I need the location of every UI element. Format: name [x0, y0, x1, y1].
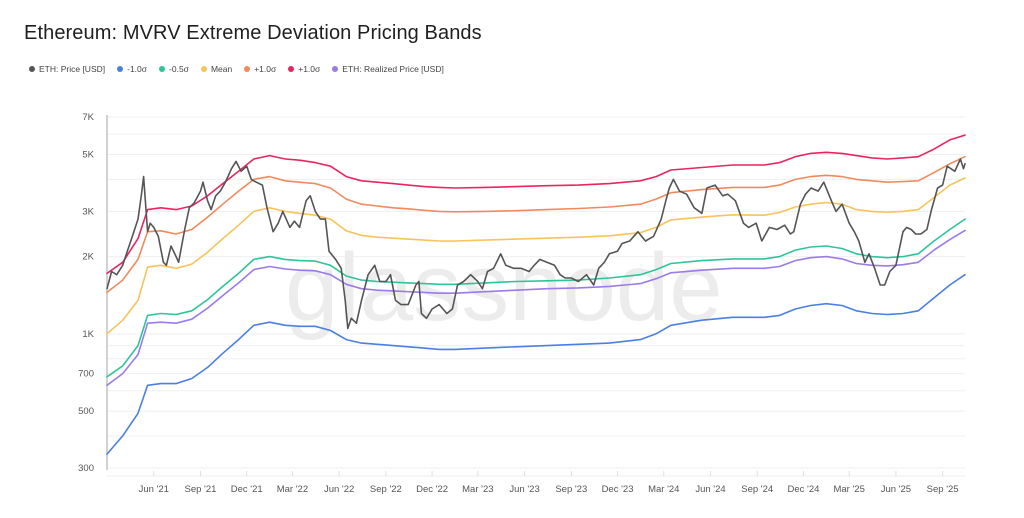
- x-tick-label: Jun '25: [881, 484, 911, 495]
- y-tick-label: 500: [78, 406, 94, 417]
- x-tick-label: Mar '22: [277, 484, 308, 495]
- x-tick-label: Jun '21: [139, 484, 169, 495]
- legend-dot-price: [29, 66, 35, 72]
- series-line-1-0: [106, 155, 966, 294]
- y-tick-label: 2K: [82, 252, 94, 263]
- chart-title: Ethereum: MVRV Extreme Deviation Pricing…: [24, 22, 482, 44]
- y-tick-label: 1K: [82, 329, 94, 340]
- legend-item-mean[interactable]: Mean: [200, 64, 233, 74]
- x-tick-label: Jun '23: [509, 484, 539, 495]
- x-tick-label: Sep '21: [185, 484, 217, 495]
- x-tick-label: Dec '23: [602, 484, 634, 495]
- x-tick-label: Sep '24: [741, 484, 773, 495]
- y-tick-label: 7K: [82, 112, 94, 123]
- series-line-1-0: [106, 273, 966, 455]
- legend-dot-realized-price: [332, 66, 339, 72]
- x-tick-label: Mar '24: [648, 484, 679, 495]
- series-lines: [106, 134, 966, 455]
- legend-dot-mean: [200, 66, 207, 72]
- legend-dot-minus-05-sigma: [159, 66, 166, 72]
- legend-label-plus-1-sigma: +1.0σ: [254, 64, 277, 74]
- legend-label-mean: Mean: [210, 64, 233, 74]
- series-line-mean: [106, 177, 966, 335]
- series-line-eth-realized-price-usd: [106, 229, 966, 387]
- series-line-0-5: [106, 218, 966, 378]
- x-tick-label: Mar '25: [833, 484, 864, 495]
- legend-item-minus-1-sigma[interactable]: -1.0σ: [117, 64, 147, 74]
- legend-label-minus-1-sigma: -1.0σ: [127, 64, 148, 74]
- legend-label-plus-1-sigma-upper: +1.0σ: [298, 64, 321, 74]
- legend-dot-plus-1-sigma: [244, 66, 251, 72]
- y-tick-label: 300: [78, 463, 94, 474]
- series-line-1-0-upper: [106, 134, 966, 275]
- x-tick-label: Sep '22: [370, 484, 402, 495]
- y-tick-label: 700: [78, 369, 94, 380]
- legend-label-price: ETH: Price [USD]: [39, 64, 106, 74]
- x-tick-label: Sep '23: [555, 484, 587, 495]
- x-tick-label: Dec '24: [787, 484, 819, 495]
- x-axis: Jun '21 Sep '21 Dec '21 Mar '22 Jun '22 Sep '…: [107, 471, 965, 495]
- x-tick-label: Jun '22: [324, 484, 354, 495]
- legend-label-realized-price: ETH: Realized Price [USD]: [342, 64, 444, 74]
- watermark: glassnode: [285, 234, 723, 341]
- legend-item-price[interactable]: ETH: Price [USD]: [29, 64, 105, 74]
- legend-item-plus-1-sigma[interactable]: +1.0σ: [244, 64, 276, 74]
- legend-item-realized-price[interactable]: ETH: Realized Price [USD]: [332, 64, 444, 74]
- legend-item-plus-1-sigma-upper[interactable]: +1.0σ: [288, 64, 320, 74]
- y-tick-label: 3K: [82, 206, 94, 217]
- legend-dot-plus-1-sigma-upper: [288, 66, 295, 72]
- x-tick-label: Dec '21: [231, 484, 263, 495]
- x-tick-label: Jun '24: [695, 484, 725, 495]
- x-tick-label: Sep '25: [927, 484, 959, 495]
- y-axis: 300 500 700 1K 2K 3K 5K 7K: [78, 112, 108, 474]
- legend-item-minus-05-sigma[interactable]: -0.5σ: [159, 64, 189, 74]
- y-tick-label: 5K: [82, 149, 94, 160]
- x-tick-label: Mar '23: [462, 484, 493, 495]
- series-line-eth-price-usd: [106, 158, 966, 330]
- legend: ETH: Price [USD] -1.0σ -0.5σ Mean +1.0σ …: [29, 64, 444, 74]
- legend-dot-minus-1-sigma: [117, 66, 124, 72]
- x-tick-label: Dec '22: [416, 484, 448, 495]
- legend-label-minus-05-sigma: -0.5σ: [169, 64, 189, 74]
